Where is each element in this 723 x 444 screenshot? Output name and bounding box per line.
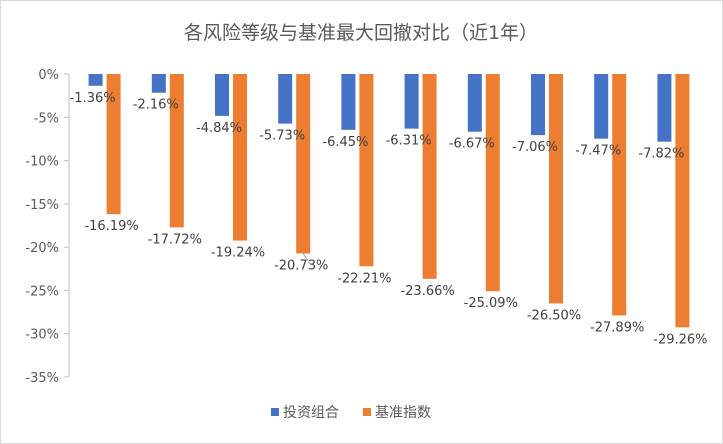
portfolio-bar bbox=[278, 74, 293, 124]
y-tick-label: -30% bbox=[25, 328, 59, 343]
portfolio-legend-label: 投资组合 bbox=[283, 405, 339, 421]
portfolio-bar bbox=[657, 74, 672, 142]
portfolio-value-label: -7.47% bbox=[575, 144, 621, 159]
portfolio-bar bbox=[467, 74, 482, 132]
portfolio-bar bbox=[215, 74, 229, 116]
portfolio-bar bbox=[341, 74, 356, 130]
portfolio-value-label: -7.06% bbox=[512, 140, 558, 155]
legend: 投资组合 基准指数 bbox=[271, 404, 431, 421]
benchmark-legend-swatch bbox=[363, 408, 371, 416]
portfolio-bar bbox=[594, 74, 609, 139]
benchmark-bar bbox=[549, 74, 563, 304]
bars bbox=[88, 74, 690, 328]
benchmark-bar bbox=[422, 74, 437, 279]
benchmark-value-label: -25.09% bbox=[464, 296, 518, 311]
benchmark-legend-label: 基准指数 bbox=[375, 404, 431, 421]
portfolio-value-label: -4.84% bbox=[196, 121, 242, 136]
y-tick-label: -5% bbox=[34, 111, 59, 126]
y-tick-label: 0% bbox=[38, 68, 59, 83]
benchmark-value-label: -19.24% bbox=[211, 246, 265, 261]
benchmark-bar bbox=[233, 74, 247, 241]
benchmark-value-label: -26.50% bbox=[527, 308, 581, 323]
y-tick-label: -10% bbox=[25, 155, 59, 170]
benchmark-value-label: -20.73% bbox=[274, 258, 328, 273]
portfolio-bar bbox=[404, 74, 419, 129]
benchmark-value-label: -23.66% bbox=[400, 284, 454, 299]
portfolio-bar bbox=[88, 74, 103, 86]
benchmark-bar bbox=[612, 74, 627, 316]
benchmark-value-label: -29.26% bbox=[653, 332, 707, 347]
y-tick-label: -35% bbox=[25, 371, 59, 386]
portfolio-value-label: -6.67% bbox=[449, 137, 495, 152]
portfolio-value-label: -6.45% bbox=[322, 135, 368, 150]
y-tick-label: -15% bbox=[25, 198, 59, 213]
portfolio-bar bbox=[151, 74, 166, 93]
portfolio-bar bbox=[531, 74, 545, 136]
portfolio-value-label: -2.16% bbox=[133, 98, 179, 113]
label-leader-line bbox=[302, 253, 312, 266]
benchmark-value-label: -17.72% bbox=[148, 232, 202, 247]
portfolio-value-label: -6.31% bbox=[386, 134, 432, 149]
benchmark-value-label: -22.21% bbox=[337, 271, 391, 286]
portfolio-value-label: -7.82% bbox=[638, 147, 684, 162]
data-labels: -1.36%-16.19%-2.16%-17.72%-4.84%-19.24%-… bbox=[70, 91, 708, 348]
chart-title: 各风险等级与基准最大回撤对比（近1年） bbox=[184, 22, 538, 44]
y-tick-label: -20% bbox=[25, 241, 59, 256]
portfolio-value-label: -5.73% bbox=[259, 129, 305, 144]
benchmark-bar bbox=[675, 74, 690, 328]
benchmark-bar bbox=[106, 74, 121, 215]
portfolio-legend-swatch bbox=[271, 408, 279, 416]
y-axis: 0% -5% -10% -15% -20% -25% -30% -35% bbox=[25, 68, 70, 386]
benchmark-value-label: -27.89% bbox=[590, 320, 644, 335]
benchmark-value-label: -16.19% bbox=[84, 219, 138, 234]
portfolio-value-label: -1.36% bbox=[70, 91, 116, 106]
benchmark-bar bbox=[359, 74, 374, 267]
benchmark-bar bbox=[296, 74, 311, 254]
benchmark-bar bbox=[485, 74, 500, 292]
benchmark-bar bbox=[169, 74, 184, 228]
y-tick-label: -25% bbox=[25, 284, 59, 299]
